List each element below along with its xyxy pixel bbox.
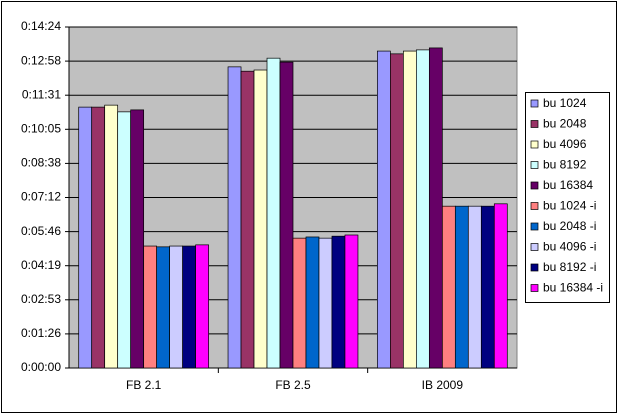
x-tick-label: IB 2009	[422, 378, 464, 392]
legend-label: bu 16384	[543, 178, 593, 192]
legend-swatch	[530, 161, 539, 169]
x-tick-label: FB 2.5	[275, 378, 311, 392]
legend	[525, 92, 610, 303]
y-tick-label: 0:12:58	[21, 53, 61, 67]
bar	[117, 111, 132, 369]
bar	[266, 57, 281, 369]
y-tick-label: 0:07:12	[21, 190, 61, 204]
y-tick-label: 0:10:05	[21, 121, 61, 135]
legend-swatch	[530, 284, 539, 292]
bar	[467, 205, 482, 369]
y-tick-label: 0:01:26	[21, 326, 61, 340]
bar	[195, 244, 209, 369]
y-tick-label: 0:02:53	[21, 292, 61, 306]
bar	[91, 106, 106, 369]
legend-label: bu 4096 -i	[543, 240, 596, 254]
bar	[454, 205, 469, 369]
bar	[130, 109, 145, 369]
bar	[253, 69, 268, 369]
legend-label: bu 1024 -i	[543, 199, 596, 213]
bar	[441, 205, 456, 369]
legend-swatch	[530, 263, 539, 272]
y-tick-label: 0:05:46	[21, 224, 61, 238]
legend-swatch	[530, 120, 539, 128]
bar	[182, 245, 196, 369]
bar	[169, 245, 183, 369]
bar	[318, 237, 333, 369]
y-tick-label: 0:14:24	[21, 19, 61, 33]
legend-swatch	[530, 181, 539, 190]
bar	[305, 236, 320, 369]
legend-swatch	[530, 222, 539, 231]
y-tick-label: 0:00:00	[21, 360, 61, 374]
legend-label: bu 2048 -i	[543, 219, 596, 233]
bar	[331, 235, 346, 369]
bar	[292, 237, 307, 369]
y-tick-label: 0:04:19	[21, 258, 61, 272]
legend-label: bu 1024	[543, 96, 587, 110]
legend-swatch	[530, 99, 539, 108]
bar	[390, 53, 404, 369]
bar	[156, 246, 171, 369]
legend-label: bu 2048	[543, 117, 587, 131]
y-tick-label: 0:11:31	[22, 87, 61, 101]
bar	[493, 203, 508, 369]
bar	[377, 50, 391, 369]
legend-label: bu 4096	[543, 137, 587, 151]
bar	[415, 49, 430, 369]
bar	[227, 66, 242, 369]
bar	[143, 245, 158, 369]
bar	[480, 205, 495, 369]
bar	[428, 47, 443, 369]
legend-swatch	[530, 202, 539, 210]
x-tick-label: FB 2.1	[126, 378, 162, 392]
bar	[279, 61, 294, 369]
bar	[344, 234, 359, 369]
bar	[104, 104, 119, 369]
y-tick-label: 0:08:38	[21, 156, 61, 170]
legend-swatch	[530, 140, 539, 149]
legend-label: bu 16384 -i	[543, 281, 603, 295]
bar	[78, 106, 93, 369]
bar	[240, 70, 255, 369]
legend-swatch	[530, 243, 539, 251]
legend-label: bu 8192 -i	[543, 260, 596, 274]
legend-label: bu 8192	[543, 158, 587, 172]
bar	[403, 50, 417, 369]
